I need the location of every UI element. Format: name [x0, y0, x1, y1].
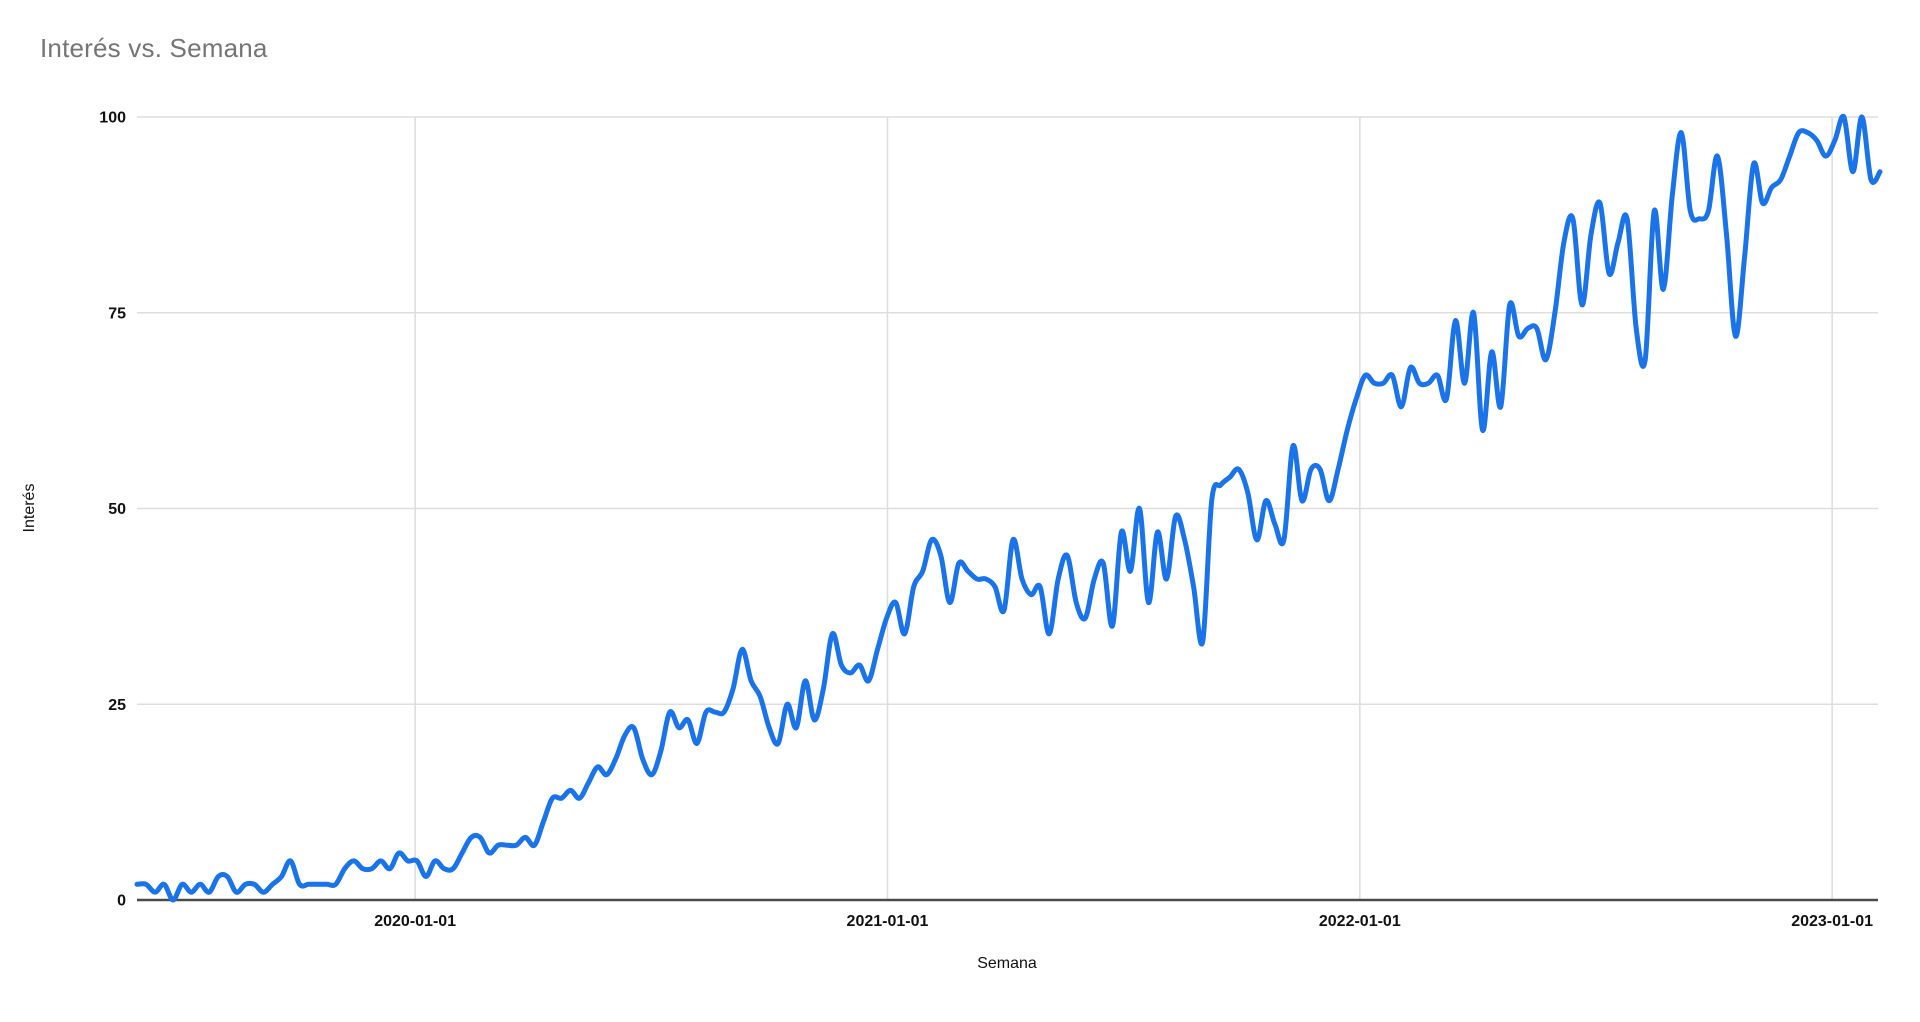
- x-tick-label: 2021-01-01: [847, 913, 929, 930]
- y-tick-label: 25: [108, 697, 126, 714]
- y-tick-label: 0: [117, 893, 126, 910]
- y-tick-label: 50: [108, 501, 126, 518]
- x-tick-label: 2020-01-01: [374, 913, 456, 930]
- y-tick-label: 100: [99, 110, 126, 127]
- x-axis-title: Semana: [977, 955, 1037, 972]
- series-line-interes: [134, 113, 1883, 903]
- y-tick-label: 75: [108, 305, 126, 322]
- chart-title: Interés vs. Semana: [40, 33, 268, 63]
- x-tick-label: 2022-01-01: [1319, 913, 1401, 930]
- x-tick-label: 2023-01-01: [1791, 913, 1873, 930]
